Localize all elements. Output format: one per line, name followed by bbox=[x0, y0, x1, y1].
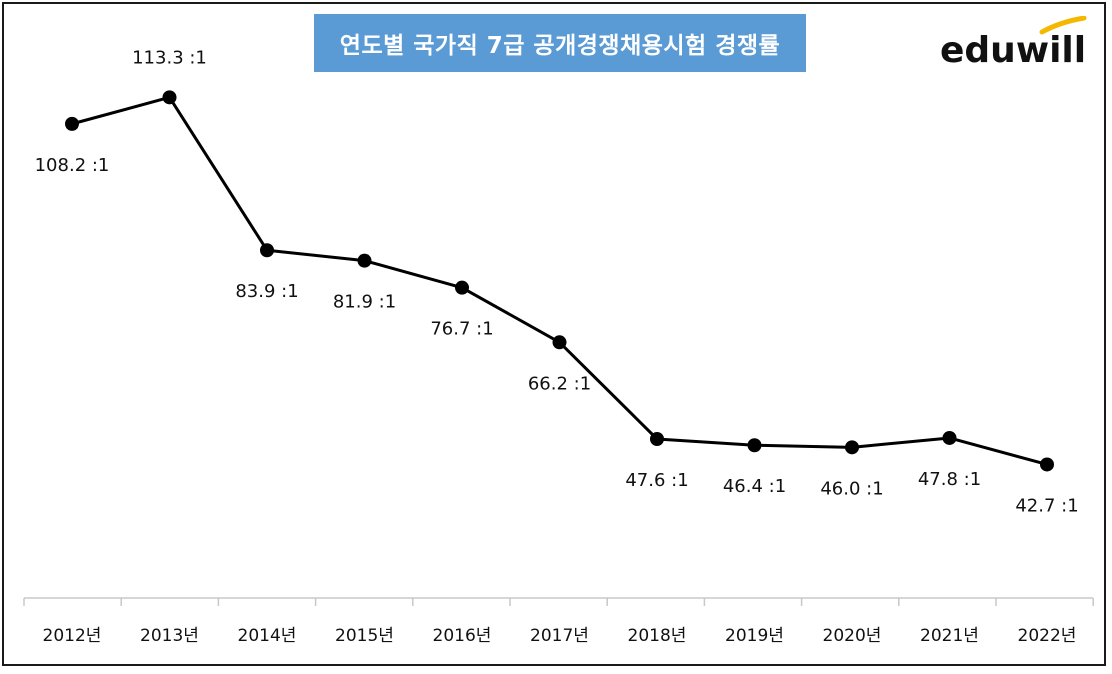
data-point bbox=[1040, 457, 1054, 472]
data-label: 42.7 :1 bbox=[1015, 495, 1078, 516]
data-label: 76.7 :1 bbox=[430, 319, 493, 340]
data-label: 46.0 :1 bbox=[820, 478, 883, 499]
series-line bbox=[71, 95, 1048, 466]
chart-title: 연도별 국가직 7급 공개경쟁채용시험 경쟁률 bbox=[314, 14, 806, 72]
x-tick-label: 2012년 bbox=[43, 626, 102, 646]
data-point bbox=[260, 243, 274, 258]
x-tick-label: 2014년 bbox=[238, 626, 297, 646]
x-tick-label: 2020년 bbox=[823, 626, 882, 646]
data-point bbox=[552, 335, 567, 350]
x-tick-label: 2022년 bbox=[1018, 626, 1077, 646]
x-tick-label: 2021년 bbox=[920, 626, 979, 646]
data-point bbox=[845, 440, 859, 455]
data-point bbox=[942, 430, 957, 445]
data-label: 81.9 :1 bbox=[333, 292, 396, 313]
x-tick-label: 2018년 bbox=[628, 626, 687, 646]
x-tick-label: 2015년 bbox=[335, 626, 394, 646]
x-tick-label: 2017년 bbox=[530, 626, 589, 646]
data-label: 47.6 :1 bbox=[625, 470, 688, 491]
data-label: 108.2 :1 bbox=[35, 155, 110, 176]
data-point bbox=[650, 432, 664, 446]
data-label: 46.4 :1 bbox=[723, 476, 786, 497]
x-tick-label: 2013년 bbox=[140, 626, 199, 646]
data-point bbox=[65, 116, 79, 131]
data-label: 47.8 :1 bbox=[918, 469, 981, 490]
logo-wordmark: eduwill bbox=[940, 30, 1086, 68]
data-point bbox=[747, 438, 762, 453]
data-label: 66.2 :1 bbox=[528, 373, 591, 394]
data-point bbox=[357, 253, 372, 268]
x-tick-label: 2019년 bbox=[725, 626, 784, 646]
data-point bbox=[162, 90, 177, 105]
x-tick-label: 2016년 bbox=[433, 626, 492, 646]
chart-frame bbox=[2, 2, 1106, 666]
eduwill-logo: eduwill bbox=[940, 16, 1087, 68]
data-label: 83.9 :1 bbox=[235, 281, 298, 302]
data-label: 113.3 :1 bbox=[132, 47, 207, 68]
logo-swoosh-icon bbox=[1039, 16, 1087, 35]
data-point bbox=[455, 280, 469, 295]
